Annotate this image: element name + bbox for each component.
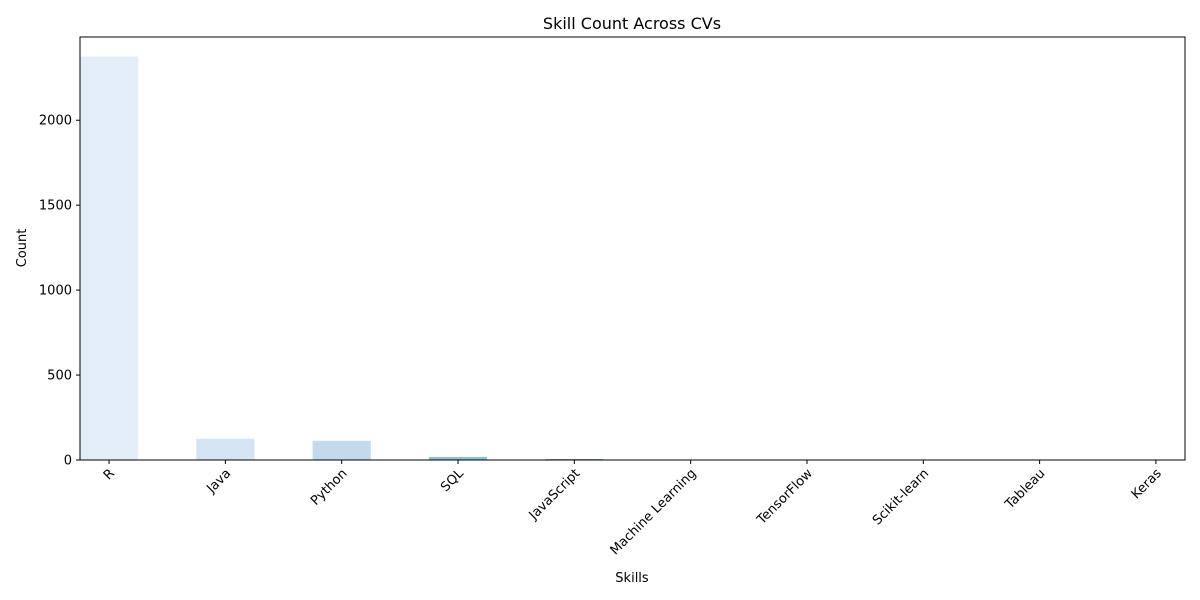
plot-frame [79, 36, 1186, 461]
x-tick-label: Java [203, 466, 234, 497]
x-axis-title: Skills [615, 571, 649, 586]
bar-python [312, 440, 371, 460]
y-tick-label: 0 [64, 454, 72, 469]
chart-title: Skill Count Across CVs [543, 14, 721, 33]
bars-group [80, 56, 604, 460]
x-tick-label: Keras [1129, 466, 1165, 502]
x-tick-label: Scikit-learn [870, 466, 932, 528]
x-tick-label: JavaScript [526, 466, 583, 523]
bar-java [196, 438, 255, 460]
y-tick-label: 1500 [39, 199, 72, 214]
bar-sql [428, 456, 488, 460]
x-tick-label: Tableau [1002, 466, 1049, 513]
x-tick-label: Python [308, 466, 350, 508]
y-tick-label: 2000 [39, 114, 72, 129]
x-axis-ticks: R Java Python SQL JavaScript Machine Learning… [101, 460, 1165, 558]
x-tick-label: R [101, 466, 118, 483]
y-tick-label: 500 [47, 369, 72, 384]
bar-r [80, 56, 139, 460]
x-tick-label: Machine Learning [608, 466, 700, 558]
y-tick-label: 1000 [39, 284, 72, 299]
y-axis-ticks: 0 500 1000 1500 2000 [39, 114, 80, 469]
y-axis-title: Count [15, 229, 30, 268]
x-tick-label: SQL [438, 466, 467, 495]
x-tick-label: TensorFlow [754, 466, 816, 528]
